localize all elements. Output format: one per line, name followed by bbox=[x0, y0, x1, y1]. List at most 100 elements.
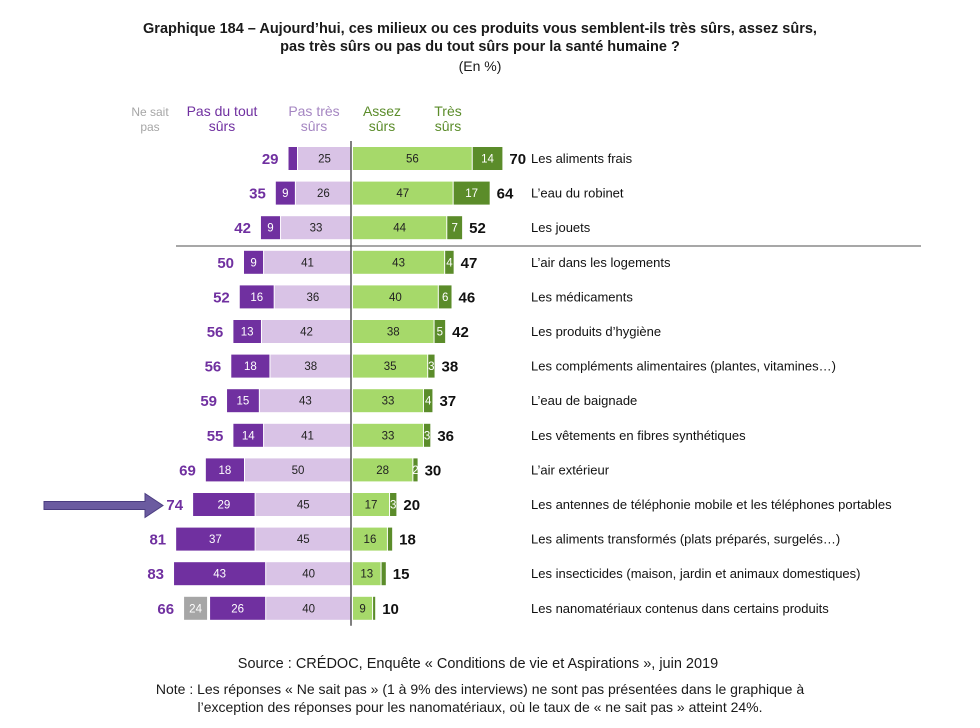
bar-label-pas-tres-surs: 38 bbox=[304, 361, 317, 373]
bar-pas-du-tout-surs bbox=[233, 423, 264, 447]
total-positive: 18 bbox=[399, 532, 416, 549]
bar-assez-surs bbox=[353, 250, 445, 274]
category-label: Les nanomatériaux contenus dans certains… bbox=[531, 601, 829, 616]
bar-label-pas-du-tout-surs: 15 bbox=[237, 396, 250, 408]
total-negative: 52 bbox=[213, 289, 230, 306]
chart-note: Note : Les réponses « Ne sait pas » (1 à… bbox=[70, 680, 890, 716]
bar-label-pas-tres-surs: 25 bbox=[318, 154, 331, 166]
bar-pas-tres-surs bbox=[264, 250, 351, 274]
bar-label-tres-surs: 4 bbox=[446, 257, 453, 269]
chart-unit: (En %) bbox=[458, 58, 502, 74]
bar-pas-tres-surs bbox=[259, 389, 351, 413]
bar-assez-surs bbox=[353, 562, 381, 586]
legend-pas-du-tout-surs: Pas du tout sûrs bbox=[187, 103, 258, 134]
bar-label-pas-du-tout-surs: 16 bbox=[250, 292, 263, 304]
total-positive: 38 bbox=[442, 359, 459, 376]
bar-label-assez-surs: 38 bbox=[387, 327, 400, 339]
bar-label-pas-tres-surs: 43 bbox=[299, 396, 312, 408]
bar-label-pas-du-tout-surs: 43 bbox=[213, 569, 226, 581]
bar-tres-surs bbox=[428, 354, 435, 378]
bar-pas-tres-surs bbox=[264, 423, 351, 447]
bar-tres-surs bbox=[445, 250, 454, 274]
bar-tres-surs bbox=[472, 147, 503, 170]
bar-label-assez-surs: 40 bbox=[389, 292, 402, 304]
total-positive: 70 bbox=[509, 151, 526, 168]
bar-label-assez-surs: 44 bbox=[393, 223, 406, 235]
bar-assez-surs bbox=[353, 354, 428, 378]
bar-assez-surs bbox=[353, 423, 423, 447]
bar-label-tres-surs: 3 bbox=[390, 500, 396, 512]
bar-tres-surs bbox=[413, 458, 418, 482]
bar-label-tres-surs: 3 bbox=[428, 361, 434, 373]
bar-label-pas-tres-surs: 26 bbox=[317, 188, 330, 200]
bar-label-pas-tres-surs: 45 bbox=[297, 500, 310, 512]
bar-pas-tres-surs bbox=[261, 320, 351, 343]
bar-pas-du-tout-surs bbox=[244, 250, 264, 274]
bar-pas-tres-surs bbox=[255, 527, 351, 551]
bar-label-pas-du-tout-surs: 9 bbox=[250, 257, 256, 269]
bar-pas-tres-surs bbox=[245, 458, 351, 482]
bar-label-pas-du-tout-surs: 18 bbox=[244, 361, 257, 373]
total-negative: 59 bbox=[200, 393, 217, 410]
total-positive: 52 bbox=[469, 220, 486, 237]
bar-pas-du-tout-surs bbox=[288, 147, 297, 170]
total-negative: 81 bbox=[149, 532, 166, 549]
bar-pas-du-tout-surs bbox=[193, 493, 255, 516]
total-positive: 15 bbox=[393, 566, 410, 583]
legend-pas-tres-surs: Pas très sûrs bbox=[288, 103, 339, 134]
bar-label-pas-tres-surs: 41 bbox=[301, 430, 314, 442]
bar-label-tres-surs: 3 bbox=[424, 430, 430, 442]
bar-label-pas-tres-surs: 40 bbox=[302, 569, 315, 581]
total-negative: 29 bbox=[262, 151, 279, 168]
total-negative: 74 bbox=[166, 497, 183, 514]
bar-label-pas-du-tout-surs: 13 bbox=[241, 327, 254, 339]
bar-assez-surs bbox=[353, 285, 438, 309]
bar-pas-du-tout-surs bbox=[275, 181, 295, 205]
bar-label-pas-tres-surs: 41 bbox=[301, 257, 314, 269]
bar-tres-surs bbox=[387, 527, 393, 551]
legend-assez-surs: Assez sûrs bbox=[363, 103, 401, 134]
total-negative: 56 bbox=[205, 359, 222, 376]
chart-title-line-2: pas très sûrs ou pas du tout sûrs pour l… bbox=[280, 39, 680, 55]
bar-pas-du-tout-surs bbox=[233, 320, 261, 343]
bar-pas-du-tout-surs bbox=[205, 458, 244, 482]
bar-assez-surs bbox=[353, 458, 413, 482]
total-positive: 46 bbox=[459, 289, 476, 306]
bar-tres-surs bbox=[453, 181, 490, 205]
bar-label-pas-tres-surs: 36 bbox=[306, 292, 319, 304]
bar-pas-du-tout-surs bbox=[260, 216, 281, 240]
category-label: Les médicaments bbox=[531, 289, 633, 304]
bar-label-ne-sait-pas: 24 bbox=[189, 603, 202, 615]
total-negative: 42 bbox=[234, 220, 251, 237]
category-label: Les compléments alimentaires (plantes, v… bbox=[531, 359, 836, 374]
bar-pas-tres-surs bbox=[266, 562, 351, 586]
total-negative: 50 bbox=[217, 255, 234, 272]
bar-label-assez-surs: 16 bbox=[364, 534, 377, 546]
bar-label-pas-du-tout-surs: 9 bbox=[282, 188, 288, 200]
bar-pas-du-tout-surs bbox=[174, 562, 266, 586]
bar-pas-tres-surs bbox=[266, 596, 351, 620]
category-label: L’eau du robinet bbox=[531, 186, 624, 201]
bar-assez-surs bbox=[353, 527, 387, 551]
bar-pas-tres-surs bbox=[281, 216, 351, 240]
highlight-arrow-icon bbox=[43, 492, 164, 519]
total-negative: 35 bbox=[249, 186, 266, 203]
bar-label-tres-surs: 2 bbox=[412, 465, 418, 477]
category-label: Les vêtements en fibres synthétiques bbox=[531, 428, 746, 443]
bar-label-pas-tres-surs: 40 bbox=[302, 603, 315, 615]
bar-label-assez-surs: 17 bbox=[365, 500, 378, 512]
category-label: Les aliments frais bbox=[531, 151, 633, 166]
bar-tres-surs bbox=[373, 596, 376, 620]
total-positive: 36 bbox=[437, 428, 454, 445]
bar-label-tres-surs: 4 bbox=[425, 396, 432, 408]
bar-pas-du-tout-surs bbox=[231, 354, 270, 378]
total-negative: 69 bbox=[179, 462, 196, 479]
bar-label-pas-tres-surs: 42 bbox=[300, 327, 313, 339]
bar-assez-surs bbox=[353, 493, 390, 516]
total-positive: 37 bbox=[439, 393, 456, 410]
bar-label-assez-surs: 56 bbox=[406, 154, 419, 166]
chart-title-block: Graphique 184 – Aujourd’hui, ces milieux… bbox=[0, 20, 960, 75]
bar-pas-tres-surs bbox=[270, 354, 351, 378]
total-positive: 10 bbox=[382, 601, 399, 618]
bar-label-assez-surs: 9 bbox=[359, 603, 365, 615]
